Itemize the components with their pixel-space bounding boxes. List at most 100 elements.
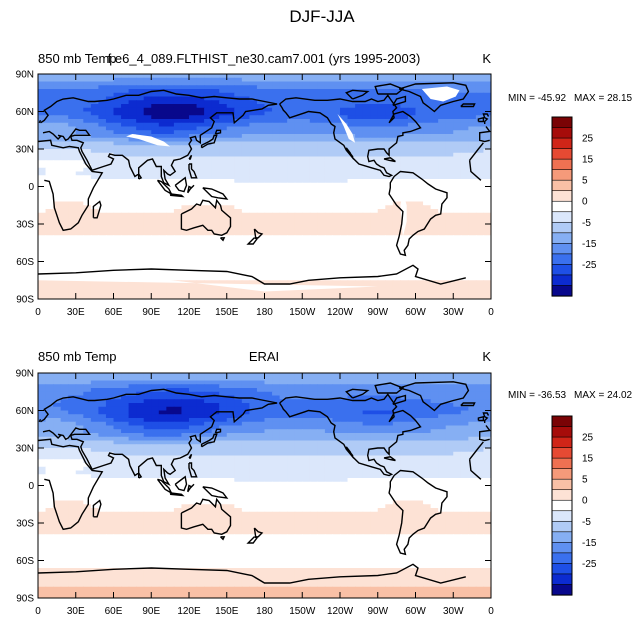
field-cell: [136, 130, 145, 135]
field-cell: [128, 156, 137, 161]
field-cell: [294, 171, 303, 176]
field-cell: [219, 201, 228, 206]
field-cell: [234, 152, 243, 158]
field-cell: [189, 231, 198, 236]
field-cell: [113, 384, 122, 389]
field-cell: [324, 272, 334, 278]
field-cell: [332, 444, 341, 449]
field-cell: [151, 376, 160, 382]
field-cell: [234, 242, 243, 248]
field-cell: [105, 220, 115, 225]
field-cell: [294, 137, 303, 143]
field-cell: [430, 395, 439, 400]
field-cell: [445, 239, 454, 244]
field-cell: [347, 436, 356, 442]
field-cell: [340, 399, 349, 404]
field-cell: [423, 111, 432, 116]
field-cell: [438, 414, 447, 419]
field-cell: [53, 216, 62, 221]
field-cell: [83, 391, 92, 397]
field-cell: [324, 137, 334, 143]
field-cell: [189, 391, 198, 397]
field-cell: [105, 164, 115, 169]
field-cell: [370, 175, 379, 180]
field-cell: [204, 96, 213, 101]
field-cell: [309, 85, 318, 90]
field-cell: [68, 111, 77, 116]
field-cell: [475, 224, 485, 229]
field-cell: [241, 107, 250, 113]
field-cell: [128, 130, 137, 135]
field-cell: [468, 291, 477, 296]
field-cell: [256, 440, 266, 445]
field-cell: [423, 171, 432, 176]
field-cell: [38, 269, 47, 274]
field-cell: [468, 201, 477, 206]
field-cell: [423, 231, 432, 236]
field-cell: [181, 100, 190, 105]
field-cell: [189, 126, 198, 131]
field-cell: [75, 250, 84, 255]
field-cell: [317, 231, 326, 236]
field-cell: [430, 421, 439, 427]
field-cell: [226, 81, 235, 86]
field-cell: [385, 384, 394, 389]
field-cell: [256, 160, 266, 165]
field-cell: [332, 130, 341, 135]
field-cell: [219, 179, 228, 184]
field-cell: [226, 107, 235, 113]
field-cell: [370, 149, 379, 154]
field-cell: [302, 448, 311, 453]
field-cell: [264, 220, 273, 225]
field-cell: [272, 276, 281, 281]
field-cell: [483, 160, 491, 165]
field-cell: [415, 284, 424, 289]
field-cell: [460, 272, 469, 278]
field-cell: [98, 89, 107, 94]
field-cell: [453, 406, 462, 412]
field-cell: [370, 287, 379, 293]
field-cell: [453, 254, 462, 259]
field-cell: [98, 376, 107, 382]
field-cell: [136, 399, 145, 404]
field-cell: [445, 224, 454, 229]
field-cell: [211, 171, 220, 176]
field-cell: [38, 111, 47, 116]
field-cell: [400, 167, 409, 173]
field-cell: [407, 269, 417, 274]
field-cell: [400, 246, 409, 251]
field-cell: [196, 167, 205, 173]
field-cell: [370, 388, 379, 393]
field-cell: [53, 250, 62, 255]
field-cell: [483, 391, 491, 397]
field-cell: [256, 425, 266, 430]
field-cell: [234, 425, 243, 430]
field-cell: [68, 284, 77, 289]
field-cell: [483, 220, 491, 225]
field-cell: [60, 167, 69, 173]
field-cell: [347, 81, 356, 86]
field-cell: [181, 122, 190, 128]
field-cell: [226, 137, 235, 143]
field-cell: [219, 156, 228, 161]
field-cell: [90, 122, 99, 128]
field-cell: [226, 182, 235, 188]
field-cell: [264, 74, 273, 79]
field-cell: [38, 160, 47, 165]
field-cell: [53, 388, 62, 393]
field-cell: [90, 436, 99, 442]
field-cell: [166, 171, 175, 176]
field-cell: [309, 122, 318, 128]
field-cell: [317, 92, 326, 98]
field-cell: [377, 399, 386, 404]
field-cell: [483, 149, 491, 154]
field-cell: [392, 197, 401, 203]
field-cell: [438, 280, 447, 285]
field-cell: [98, 265, 107, 270]
field-cell: [340, 96, 349, 101]
field-cell: [196, 391, 205, 397]
field-cell: [279, 257, 288, 263]
field-cell: [189, 137, 198, 143]
